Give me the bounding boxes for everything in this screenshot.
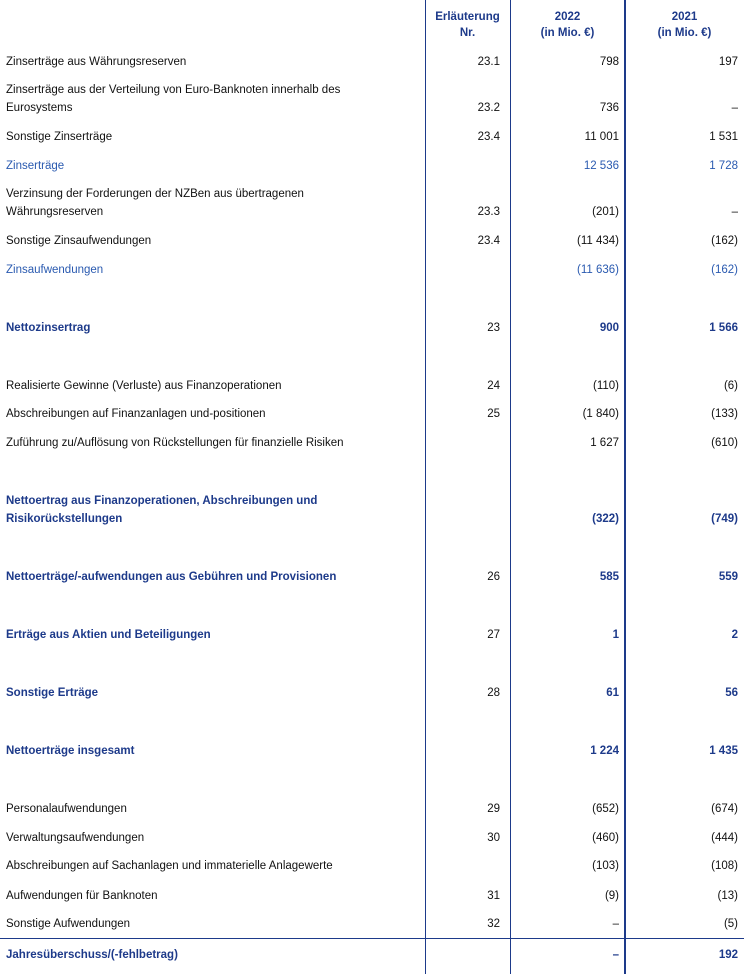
cell-text: 28	[487, 687, 500, 699]
cell-text: 2	[731, 629, 738, 641]
cell-text: (652)	[592, 803, 619, 815]
cell-text: –	[731, 206, 738, 218]
cell-text: Personalaufwendungen	[6, 803, 127, 815]
cell-text: (201)	[592, 206, 619, 218]
column-divider	[624, 0, 626, 974]
cell-text: 32	[487, 918, 500, 930]
cell-text: 29	[487, 803, 500, 815]
cell-text: 23.2	[477, 102, 500, 114]
cell-text: 798	[599, 56, 619, 68]
cell-text: 1 627	[590, 437, 619, 449]
cell-text: 23.4	[477, 131, 500, 143]
cell-text: 61	[606, 687, 619, 699]
cell-text: (674)	[711, 803, 738, 815]
cell-text: (322)	[592, 513, 619, 525]
cell-text: 12 536	[583, 160, 619, 172]
cell-text: –	[731, 102, 738, 114]
cell-text: (103)	[592, 860, 619, 872]
cell-text: Jahresüberschuss/(-fehlbetrag)	[6, 949, 178, 961]
total-rule	[0, 938, 744, 939]
cell-text: 2021	[671, 11, 698, 23]
cell-text: Nr.	[459, 27, 476, 39]
cell-text: Sonstige Aufwendungen	[6, 918, 131, 930]
cell-text: Zinsaufwendungen	[6, 264, 104, 276]
cell-text: (110)	[593, 380, 619, 392]
cell-text: (13)	[717, 890, 738, 902]
cell-text: Verzinsung der Forderungen der NZBen aus…	[6, 188, 304, 200]
cell-text: Sonstige Zinsaufwendungen	[6, 235, 152, 247]
cell-text: 1 566	[709, 322, 738, 334]
cell-text: 31	[487, 890, 500, 902]
cell-text: 192	[718, 949, 738, 961]
cell-text: Eurosystems	[6, 102, 73, 114]
cell-text: (9)	[604, 890, 619, 902]
cell-text: 1 728	[709, 160, 738, 172]
cell-text: Nettoerträge/-aufwendungen aus Gebühren …	[6, 571, 337, 583]
cell-text: Nettozinsertrag	[6, 322, 91, 334]
cell-text: 900	[599, 322, 619, 334]
cell-text: (11 636)	[577, 264, 619, 276]
cell-text: –	[612, 918, 619, 930]
cell-text: Zinserträge	[6, 160, 65, 172]
cell-text: 1 224	[590, 745, 619, 757]
cell-text: 1	[612, 629, 619, 641]
cell-text: (162)	[711, 235, 738, 247]
cell-text: Realisierte Gewinne (Verluste) aus Finan…	[6, 380, 282, 392]
cell-text: (11 434)	[577, 235, 619, 247]
column-divider	[510, 0, 511, 974]
cell-text: –	[612, 949, 619, 961]
cell-text: Zinserträge aus der Verteilung von Euro-…	[6, 84, 341, 96]
cell-text: (133)	[711, 408, 738, 420]
cell-text: Zinserträge aus Währungsreserven	[6, 56, 187, 68]
cell-text: 23	[487, 322, 500, 334]
cell-text: Erträge aus Aktien und Beteiligungen	[6, 629, 211, 641]
cell-text: 24	[487, 380, 500, 392]
cell-text: 23.3	[477, 206, 500, 218]
column-divider	[425, 0, 426, 974]
cell-text: 736	[599, 102, 619, 114]
cell-text: 27	[487, 629, 500, 641]
cell-text: (444)	[711, 832, 738, 844]
cell-text: Nettoerträge insgesamt	[6, 745, 135, 757]
cell-text: (5)	[723, 918, 738, 930]
cell-text: (162)	[711, 264, 738, 276]
cell-text: Abschreibungen auf Sachanlagen und immat…	[6, 860, 333, 872]
cell-text: Währungsreserven	[6, 206, 104, 218]
cell-text: 26	[487, 571, 500, 583]
cell-text: (460)	[592, 832, 619, 844]
cell-text: Sonstige Zinserträge	[6, 131, 113, 143]
cell-text: 559	[718, 571, 738, 583]
cell-text: (108)	[711, 860, 738, 872]
cell-text: 56	[725, 687, 738, 699]
cell-text: Sonstige Erträge	[6, 687, 99, 699]
cell-text: (in Mio. €)	[540, 27, 595, 39]
cell-text: 11 001	[584, 131, 619, 143]
cell-text: Aufwendungen für Banknoten	[6, 890, 158, 902]
cell-text: (1 840)	[582, 408, 619, 420]
cell-text: 1 531	[709, 131, 738, 143]
cell-text: Zuführung zu/Auflösung von Rückstellunge…	[6, 437, 344, 449]
cell-text: 23.4	[477, 235, 500, 247]
cell-text: 1 435	[709, 745, 738, 757]
cell-text: Erläuterung	[435, 11, 500, 23]
cell-text: 23.1	[477, 56, 500, 68]
cell-text: Nettoertrag aus Finanzoperationen, Absch…	[6, 495, 318, 507]
cell-text: (6)	[723, 380, 738, 392]
cell-text: Risikorückstellungen	[6, 513, 123, 525]
cell-text: (749)	[711, 513, 738, 525]
cell-text: 585	[599, 571, 619, 583]
cell-text: Abschreibungen auf Finanzanlagen und-pos…	[6, 408, 266, 420]
cell-text: (610)	[711, 437, 738, 449]
cell-text: 2022	[554, 11, 581, 23]
cell-text: Verwaltungsaufwendungen	[6, 832, 145, 844]
cell-text: (in Mio. €)	[657, 27, 712, 39]
cell-text: 30	[487, 832, 500, 844]
cell-text: 25	[487, 408, 500, 420]
cell-text: 197	[718, 56, 738, 68]
